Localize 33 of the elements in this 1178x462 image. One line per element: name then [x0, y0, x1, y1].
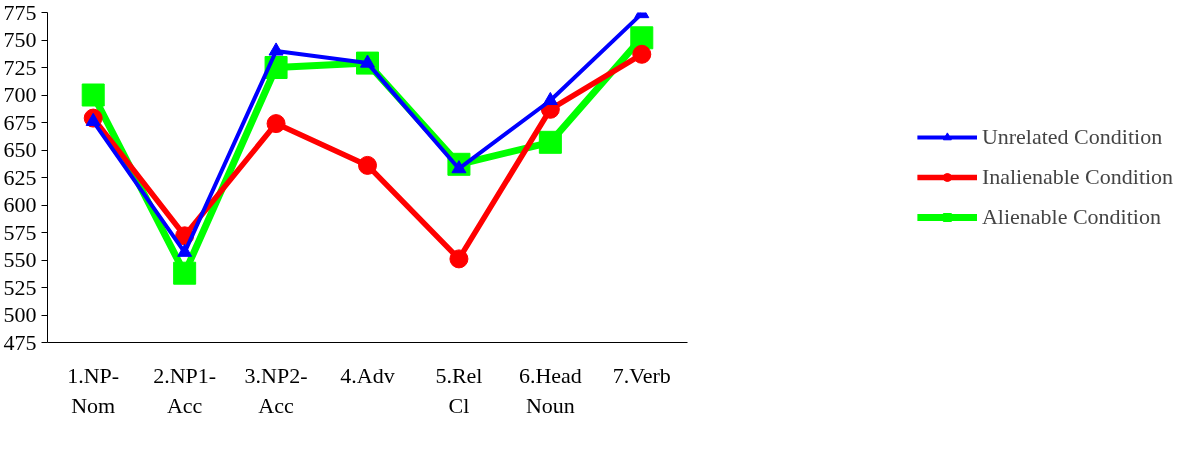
y-tick-label: 675: [3, 109, 37, 135]
point: [173, 261, 197, 285]
point: [538, 130, 562, 154]
x-tick-label: 1.NP- Nom: [67, 362, 120, 418]
y-tick-label: 600: [3, 192, 37, 217]
y-tick-label: 550: [3, 247, 37, 272]
x-tick-label: 6.Head Noun: [518, 362, 582, 418]
x-tick-label: 3.NP2- Acc: [244, 362, 308, 418]
point: [449, 249, 469, 269]
x-tick-label: 2.NP1- Acc: [153, 362, 217, 418]
y-tick-label: 700: [3, 82, 37, 107]
y-tick-label: 625: [3, 164, 37, 190]
point: [268, 42, 284, 56]
point: [266, 114, 286, 134]
x-tick-label: 4.Adv: [340, 362, 395, 388]
y-tick-label: 575: [3, 219, 37, 245]
point: [358, 155, 377, 175]
point: [81, 83, 105, 107]
point: [542, 91, 558, 106]
y-tick-label: 475: [3, 329, 37, 355]
legend-label: Inalienable Condition: [981, 164, 1174, 190]
point: [632, 44, 652, 64]
x-tick-label: 5.Rel Cl: [435, 362, 483, 418]
legend-label: Unrelated Condition: [981, 124, 1163, 150]
y-tick-label: 750: [3, 27, 37, 52]
y-tick-label: 650: [3, 137, 37, 162]
legend-label: Alienable Condition: [981, 204, 1161, 230]
y-tick-label: 525: [3, 274, 37, 300]
y-tick-label: 775: [3, 0, 37, 25]
point: [630, 26, 654, 50]
y-tick-label: 725: [3, 54, 37, 80]
y-tick-label: 500: [3, 302, 37, 327]
x-tick-label: 7.Verb: [612, 362, 671, 388]
